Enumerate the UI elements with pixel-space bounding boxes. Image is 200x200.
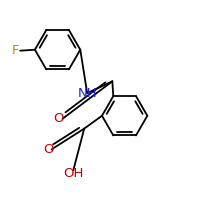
- Text: F: F: [11, 44, 19, 57]
- Text: NH: NH: [77, 87, 97, 100]
- Text: OH: OH: [63, 167, 84, 180]
- Text: O: O: [43, 143, 53, 156]
- Text: O: O: [54, 112, 64, 125]
